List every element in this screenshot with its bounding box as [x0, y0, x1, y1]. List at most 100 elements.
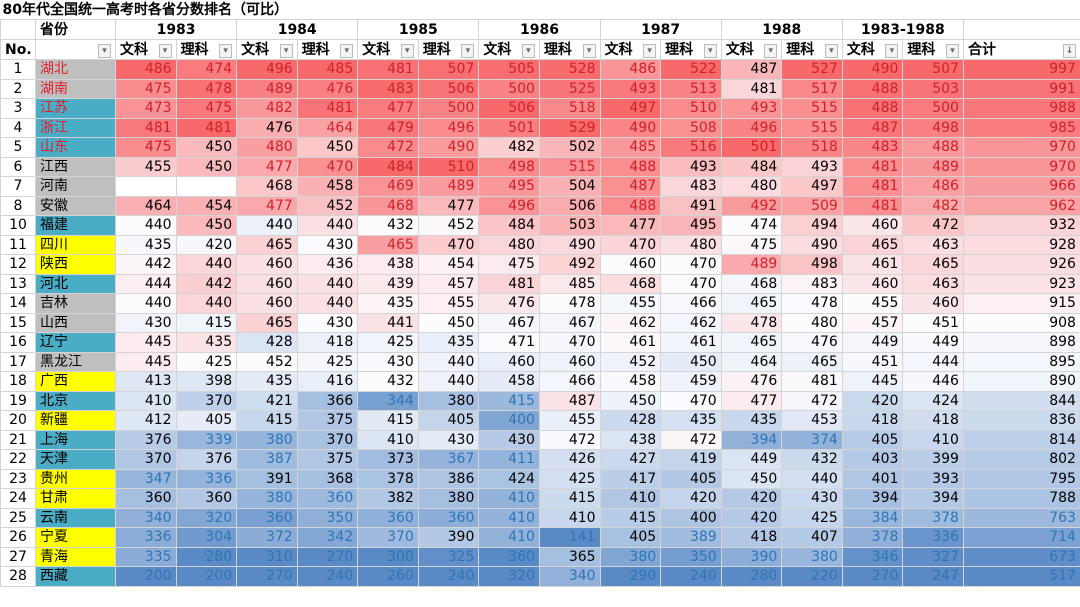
subject-header: 文科 ▾ — [841, 39, 904, 60]
score-cell: 488 — [599, 156, 662, 177]
row-number: 10 — [0, 215, 36, 236]
total-cell: 795 — [962, 468, 1080, 489]
row-number: 22 — [0, 449, 36, 470]
score-cell: 472 — [660, 429, 722, 450]
score-cell: 400 — [478, 410, 540, 431]
filter-button[interactable]: ▾ — [582, 43, 596, 58]
score-cell: 440 — [296, 273, 359, 294]
score-cell: 486 — [115, 59, 177, 80]
subject-header: 文科 ▾ — [599, 39, 662, 60]
filter-button[interactable]: ▾ — [643, 43, 657, 58]
score-cell: 342 — [296, 527, 359, 548]
row-number: 21 — [0, 429, 36, 450]
score-cell: 421 — [236, 390, 298, 411]
score-cell: 458 — [478, 371, 540, 392]
score-cell: 510 — [660, 98, 722, 119]
score-cell: 430 — [478, 429, 540, 450]
score-cell: 394 — [720, 429, 783, 450]
score-cell: 470 — [660, 273, 722, 294]
score-cell: 475 — [175, 98, 238, 119]
score-cell: 440 — [417, 371, 480, 392]
total-cell: 985 — [962, 117, 1080, 138]
filter-button[interactable]: ▾ — [400, 43, 414, 58]
score-cell: 470 — [538, 332, 601, 353]
province-name: 青海 — [35, 546, 116, 567]
sort-button[interactable]: ↓ — [1062, 43, 1076, 58]
score-cell: 415 — [478, 390, 540, 411]
score-cell: 477 — [417, 195, 480, 216]
data-row: 26 宁夏 336 304 372 342 370 390 410 141 405 389 418 407… — [0, 527, 1080, 548]
score-cell: 476 — [478, 293, 540, 314]
filter-button[interactable]: ▾ — [219, 43, 233, 58]
score-cell: 496 — [720, 117, 783, 138]
score-cell: 360 — [175, 488, 238, 509]
province-name: 江西 — [35, 156, 116, 177]
score-cell: 465 — [357, 234, 419, 255]
score-cell: 435 — [175, 332, 238, 353]
score-cell: 413 — [115, 371, 177, 392]
score-cell: 430 — [417, 429, 480, 450]
score-cell: 470 — [660, 390, 722, 411]
score-cell: 360 — [115, 488, 177, 509]
total-cell: 895 — [962, 351, 1080, 372]
filter-button[interactable]: ▾ — [703, 43, 717, 58]
no-header: No. — [0, 39, 36, 60]
score-cell: 410 — [538, 507, 601, 528]
score-cell: 405 — [660, 468, 722, 489]
filter-button[interactable]: ▾ — [158, 43, 172, 58]
filter-button[interactable]: ▾ — [885, 43, 899, 58]
score-cell: 427 — [599, 449, 662, 470]
province-name: 河北 — [35, 273, 116, 294]
score-cell: 365 — [538, 546, 601, 567]
score-cell: 496 — [236, 59, 298, 80]
filter-button[interactable]: ▾ — [764, 43, 778, 58]
score-cell: 370 — [115, 449, 177, 470]
year-header: 1988 — [720, 19, 843, 40]
score-cell: 300 — [357, 546, 419, 567]
score-cell: 420 — [660, 488, 722, 509]
data-row: 7 河南 468 458 469 489 495 504 487 483 480 497 481 486 9… — [0, 176, 1080, 197]
score-cell: 492 — [538, 254, 601, 275]
total-cell: 788 — [962, 488, 1080, 509]
score-cell: 470 — [417, 234, 480, 255]
filter-button[interactable]: ▾ — [521, 43, 535, 58]
row-number: 20 — [0, 410, 36, 431]
province-name: 广西 — [35, 371, 116, 392]
score-cell: 373 — [357, 449, 419, 470]
filter-button[interactable]: ▾ — [824, 43, 838, 58]
filter-button[interactable]: ▾ — [279, 43, 293, 58]
subject-header: 理科 ▾ — [175, 39, 238, 60]
province-name: 北京 — [35, 390, 116, 411]
data-row: 17 黑龙江 445 425 452 425 430 440 460 460 452 450 464 46… — [0, 351, 1080, 372]
score-cell: 493 — [720, 98, 783, 119]
score-cell: 346 — [841, 546, 904, 567]
score-cell: 430 — [115, 312, 177, 333]
score-cell: 481 — [841, 176, 904, 197]
score-cell: 340 — [115, 507, 177, 528]
score-cell: 497 — [599, 98, 662, 119]
province-name: 湖南 — [35, 78, 116, 99]
score-cell: 484 — [357, 156, 419, 177]
data-row: 21 上海 376 339 380 370 410 430 430 472 438 472 394 374… — [0, 429, 1080, 450]
province-header: 省份 — [35, 19, 116, 40]
subject-header: 理科 ▾ — [296, 39, 359, 60]
score-cell: 465 — [720, 332, 783, 353]
row-number: 12 — [0, 254, 36, 275]
score-cell: 410 — [902, 429, 964, 450]
score-cell: 460 — [478, 351, 540, 372]
score-cell: 240 — [417, 566, 480, 587]
score-cell: 450 — [175, 156, 238, 177]
score-cell: 489 — [720, 254, 783, 275]
score-cell: 466 — [538, 371, 601, 392]
filter-button[interactable]: ▾ — [98, 44, 111, 58]
filter-button[interactable]: ▾ — [945, 43, 959, 58]
score-cell: 455 — [599, 293, 662, 314]
total-cell: 970 — [962, 137, 1080, 158]
filter-button[interactable]: ▾ — [461, 43, 475, 58]
data-row: 1 湖北 486 474 496 485 481 507 505 528 486 522 487 527 4… — [0, 59, 1080, 80]
filter-button[interactable]: ▾ — [340, 43, 354, 58]
row-number: 18 — [0, 371, 36, 392]
score-cell: 390 — [720, 546, 783, 567]
score-cell: 270 — [841, 566, 904, 587]
score-cell: 483 — [660, 176, 722, 197]
